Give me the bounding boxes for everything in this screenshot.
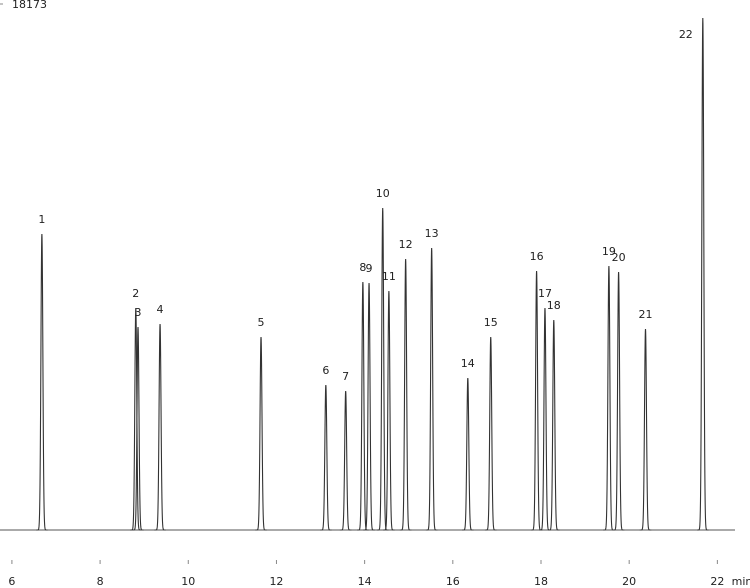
peak bbox=[132, 326, 144, 531]
peak bbox=[363, 282, 375, 531]
x-tick-label: 20 bbox=[622, 575, 636, 588]
peak bbox=[603, 265, 615, 531]
peak bbox=[639, 328, 652, 531]
peak bbox=[36, 233, 48, 531]
peak-label: 12 bbox=[399, 238, 413, 251]
peak-label: 7 bbox=[342, 370, 349, 383]
peak bbox=[530, 270, 543, 531]
peak-label: 3 bbox=[135, 306, 142, 319]
peak-label: 21 bbox=[638, 308, 652, 321]
peak-label: 9 bbox=[366, 262, 373, 275]
peak-label: 19 bbox=[602, 245, 616, 258]
peak-label: 14 bbox=[461, 357, 475, 370]
peak bbox=[255, 336, 267, 531]
peak-label: 15 bbox=[484, 316, 498, 329]
peak-label: 10 bbox=[376, 187, 390, 200]
peak bbox=[425, 247, 438, 531]
peak-label: 5 bbox=[258, 316, 265, 329]
x-tick-label: 22 bbox=[710, 575, 724, 588]
x-tick-label: 10 bbox=[181, 575, 195, 588]
peak bbox=[376, 207, 389, 531]
peak bbox=[339, 390, 352, 531]
peak-label: 2 bbox=[132, 287, 139, 300]
peak-label: 11 bbox=[382, 270, 396, 283]
x-tick-label: 8 bbox=[97, 575, 104, 588]
x-tick-label: 18 bbox=[534, 575, 548, 588]
peak-label: 16 bbox=[530, 250, 544, 263]
x-tick-label: 16 bbox=[446, 575, 460, 588]
x-tick-label: 14 bbox=[358, 575, 372, 588]
peak-label: 13 bbox=[425, 227, 439, 240]
peak bbox=[129, 307, 142, 531]
x-tick-label: 12 bbox=[269, 575, 283, 588]
peak bbox=[484, 336, 497, 531]
peak bbox=[357, 281, 369, 531]
peak bbox=[612, 271, 625, 531]
peak-label: 6 bbox=[322, 364, 329, 377]
peak-label: 22 bbox=[679, 28, 693, 41]
peak bbox=[154, 323, 166, 531]
x-axis-label: min bbox=[732, 575, 750, 588]
peak bbox=[539, 307, 551, 531]
x-tick-label: 6 bbox=[8, 575, 15, 588]
peak bbox=[320, 384, 332, 531]
peak bbox=[696, 17, 709, 531]
peak-label: 17 bbox=[538, 287, 552, 300]
peak-label: 1 bbox=[38, 213, 45, 226]
peak-label: 8 bbox=[359, 261, 366, 274]
y-tick-label: 18173 bbox=[12, 0, 47, 11]
peak bbox=[461, 377, 474, 531]
peak bbox=[547, 319, 560, 531]
peak-label: 18 bbox=[547, 299, 561, 312]
peak bbox=[383, 290, 395, 531]
peak-label: 4 bbox=[157, 303, 164, 316]
peak bbox=[399, 258, 412, 531]
peak-label: 20 bbox=[612, 251, 626, 264]
